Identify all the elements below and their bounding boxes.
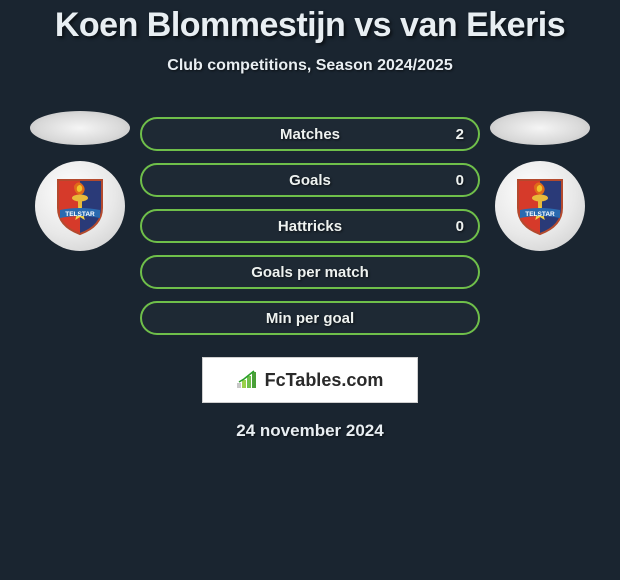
svg-text:TELSTAR: TELSTAR <box>525 211 555 218</box>
stat-right-value: 2 <box>456 126 464 143</box>
player-right-avatar-placeholder <box>490 111 590 145</box>
stat-row-goals: Goals 0 <box>140 163 480 197</box>
team-right-crest-wrap: TELSTAR <box>495 161 585 251</box>
stat-label: Goals per match <box>251 264 369 281</box>
stats-list: Matches 2 Goals 0 Hattricks 0 Goals per … <box>140 117 480 335</box>
team-left-crest-icon: TELSTAR <box>54 176 106 236</box>
stat-row-matches: Matches 2 <box>140 117 480 151</box>
stat-row-hattricks: Hattricks 0 <box>140 209 480 243</box>
stat-label: Goals <box>289 172 331 189</box>
brand-badge[interactable]: FcTables.com <box>202 357 418 403</box>
team-right-crest-icon: TELSTAR <box>514 176 566 236</box>
player-right-col: TELSTAR <box>490 111 590 251</box>
stat-row-min-per-goal: Min per goal <box>140 301 480 335</box>
player-left-avatar-placeholder <box>30 111 130 145</box>
stat-label: Min per goal <box>266 310 354 327</box>
footer-date: 24 november 2024 <box>0 421 620 441</box>
stat-label: Hattricks <box>278 218 342 235</box>
stat-right-value: 0 <box>456 172 464 189</box>
player-left-col: TELSTAR <box>30 111 130 251</box>
page-subtitle: Club competitions, Season 2024/2025 <box>0 57 620 75</box>
page-title: Koen Blommestijn vs van Ekeris <box>0 6 620 45</box>
svg-text:TELSTAR: TELSTAR <box>65 211 95 218</box>
bars-icon <box>237 370 259 390</box>
team-left-crest-wrap: TELSTAR <box>35 161 125 251</box>
stat-row-goals-per-match: Goals per match <box>140 255 480 289</box>
brand-text: FcTables.com <box>265 370 384 391</box>
stat-right-value: 0 <box>456 218 464 235</box>
main-row: TELSTAR Matches 2 Goals 0 Hattricks 0 <box>0 111 620 335</box>
comparison-card: Koen Blommestijn vs van Ekeris Club comp… <box>0 0 620 441</box>
stat-label: Matches <box>280 126 340 143</box>
